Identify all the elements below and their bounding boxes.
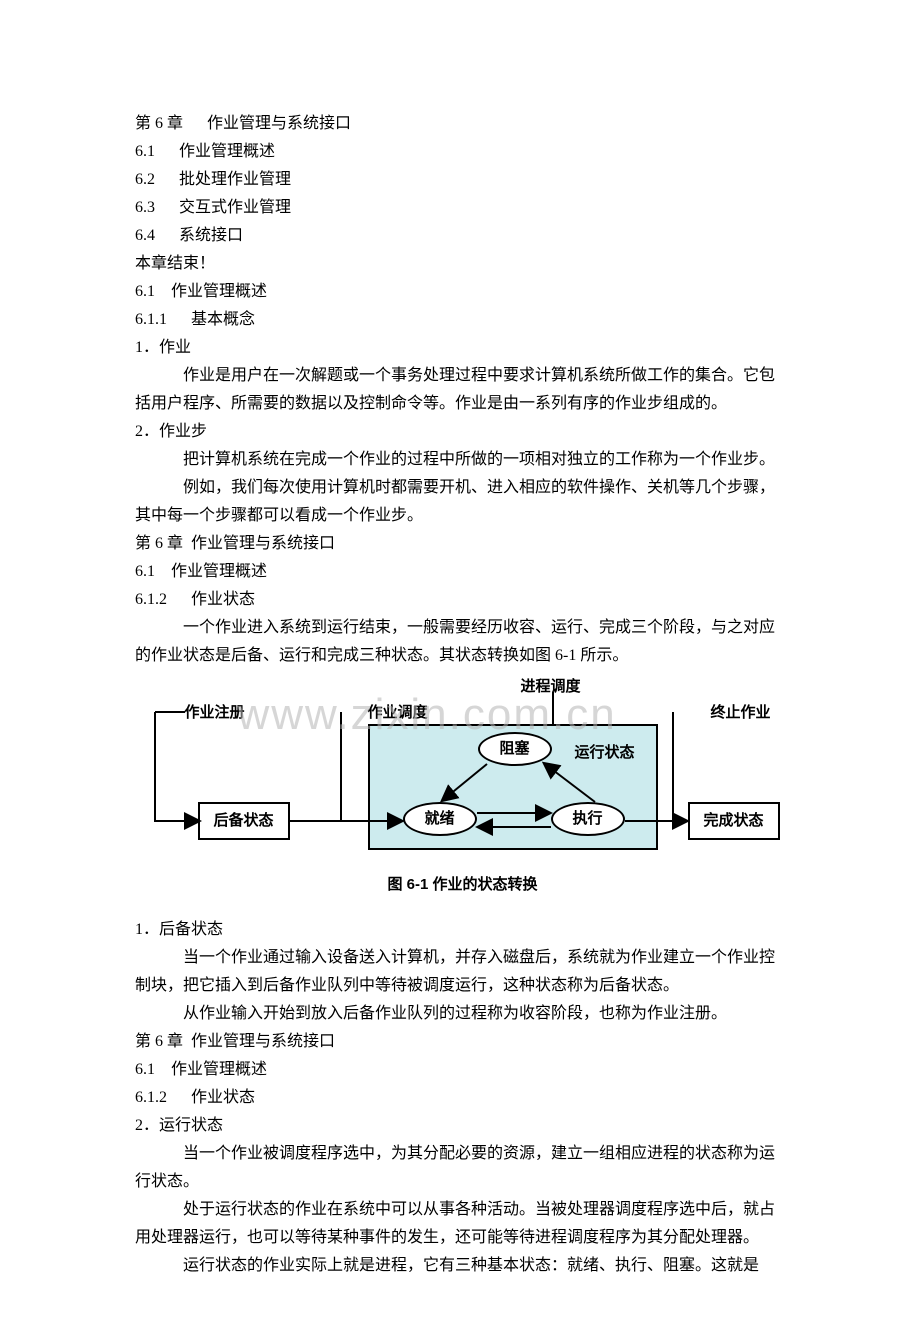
para-jobstep-body2: 例如，我们每次使用计算机时都需要开机、进入相应的软件操作、关机等几个步骤，其中每…: [135, 474, 790, 530]
toc-item-61: 6.1 作业管理概述: [135, 138, 790, 166]
box-complete: 完成状态: [688, 802, 780, 840]
box-backup: 后备状态: [198, 802, 290, 840]
para-job-title: 1．作业: [135, 334, 790, 362]
para-job-body: 作业是用户在一次解题或一个事务处理过程中要求计算机系统所做工作的集合。它包括用户…: [135, 362, 790, 418]
toc-item-62: 6.2 批处理作业管理: [135, 166, 790, 194]
heading-611: 6.1.1 基本概念: [135, 306, 790, 334]
state-diagram: www.zixin.com.cn 作业注册 作业调度 进程调度 终止作业 运行状…: [135, 682, 790, 862]
para-backup-body2: 从作业输入开始到放入后备作业队列的过程称为收容阶段，也称为作业注册。: [135, 1000, 790, 1028]
heading-612-repeat: 6.1.2 作业状态: [135, 1084, 790, 1112]
label-terminate: 终止作业: [711, 700, 771, 726]
para-states-intro: 一个作业进入系统到运行结束，一般需要经历收容、运行、完成三个阶段，与之对应的作业…: [135, 614, 790, 670]
ellipse-exec: 执行: [551, 802, 625, 836]
label-schedule: 作业调度: [368, 700, 428, 726]
heading-61-repeat2: 6.1 作业管理概述: [135, 1056, 790, 1084]
para-jobstep-title: 2．作业步: [135, 418, 790, 446]
heading-61: 6.1 作业管理概述: [135, 278, 790, 306]
heading-61-repeat: 6.1 作业管理概述: [135, 558, 790, 586]
para-running-title: 2．运行状态: [135, 1112, 790, 1140]
label-proc-schedule: 进程调度: [521, 674, 581, 700]
chapter-title: 第 6 章 作业管理与系统接口: [135, 110, 790, 138]
para-running-body3: 运行状态的作业实际上就是进程，它有三种基本状态：就绪、执行、阻塞。这就是: [135, 1252, 790, 1280]
ellipse-ready: 就绪: [403, 802, 477, 836]
toc-item-64: 6.4 系统接口: [135, 222, 790, 250]
label-running: 运行状态: [575, 740, 635, 766]
heading-612: 6.1.2 作业状态: [135, 586, 790, 614]
chapter-end: 本章结束！: [135, 250, 790, 278]
label-register: 作业注册: [185, 700, 245, 726]
toc-item-63: 6.3 交互式作业管理: [135, 194, 790, 222]
para-running-body2: 处于运行状态的作业在系统中可以从事各种活动。当被处理器调度程序选中后，就占用处理…: [135, 1196, 790, 1252]
heading-chapter-repeat: 第 6 章 作业管理与系统接口: [135, 530, 790, 558]
diagram-caption: 图 6-1 作业的状态转换: [135, 872, 790, 898]
para-jobstep-body1: 把计算机系统在完成一个作业的过程中所做的一项相对独立的工作称为一个作业步。: [135, 446, 790, 474]
heading-chapter-repeat2: 第 6 章 作业管理与系统接口: [135, 1028, 790, 1056]
para-backup-body1: 当一个作业通过输入设备送入计算机，并存入磁盘后，系统就为作业建立一个作业控制块，…: [135, 944, 790, 1000]
ellipse-block: 阻塞: [478, 732, 552, 766]
para-running-body1: 当一个作业被调度程序选中，为其分配必要的资源，建立一组相应进程的状态称为运行状态…: [135, 1140, 790, 1196]
para-backup-title: 1．后备状态: [135, 916, 790, 944]
